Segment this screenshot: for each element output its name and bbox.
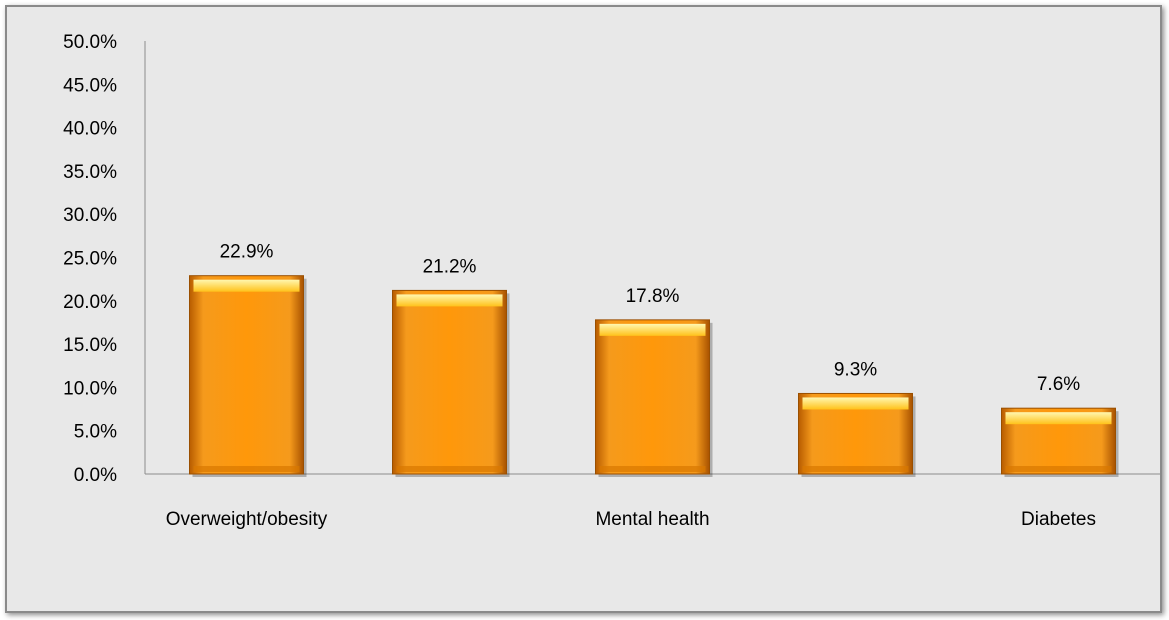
bar-bevel-bottom [802,466,909,472]
bar-bevel-bottom [1005,466,1112,472]
bar [189,275,307,477]
y-tick-label: 35.0% [63,162,117,183]
bar-bevel-bottom [396,466,503,472]
x-axis: Overweight/obesity Mental health Diabetes [145,473,1160,530]
data-label: 17.8% [626,286,680,307]
bar-bevel-top [396,294,503,307]
bar-face [189,275,304,475]
data-label: 9.3% [834,359,877,380]
category-label: Overweight/obesity [166,509,328,530]
y-tick-label: 5.0% [74,422,117,443]
bar [595,319,713,477]
y-tick-label: 10.0% [63,378,117,399]
chart-frame: 0.0% 5.0% 10.0% 15.0% 20.0% 25.0% 30.0% 35.0% 40… [5,5,1162,613]
bar [798,392,916,477]
bar-face [595,319,710,475]
bar-face [392,289,507,475]
bar-bevel-top [193,279,300,292]
bar [1001,407,1119,477]
category-label: Diabetes [1021,509,1096,530]
bar-bevel-bottom [193,466,300,472]
y-tick-label: 25.0% [63,249,117,270]
bar-chart: 0.0% 5.0% 10.0% 15.0% 20.0% 25.0% 30.0% 35.0% 40… [63,32,1160,530]
y-tick-label: 40.0% [63,119,117,140]
bar [392,289,510,477]
bar-bevel-bottom [599,466,706,472]
y-tick-label: 30.0% [63,205,117,226]
y-tick-label: 50.0% [63,32,117,53]
data-label: 22.9% [220,242,274,263]
bars: 22.9% 21.2% 17.8% 9.3% 7.6% [189,242,1119,477]
category-label: Mental health [595,509,709,530]
data-label: 21.2% [423,256,477,277]
bar-bevel-top [599,323,706,336]
bar-bevel-top [802,397,909,410]
y-tick-label: 45.0% [63,75,117,96]
bar-bevel-top [1005,412,1112,425]
y-axis: 0.0% 5.0% 10.0% 15.0% 20.0% 25.0% 30.0% 35.0% 40… [63,32,146,486]
y-tick-label: 0.0% [74,465,117,486]
y-tick-label: 15.0% [63,335,117,356]
data-label: 7.6% [1037,374,1080,395]
y-tick-label: 20.0% [63,292,117,313]
